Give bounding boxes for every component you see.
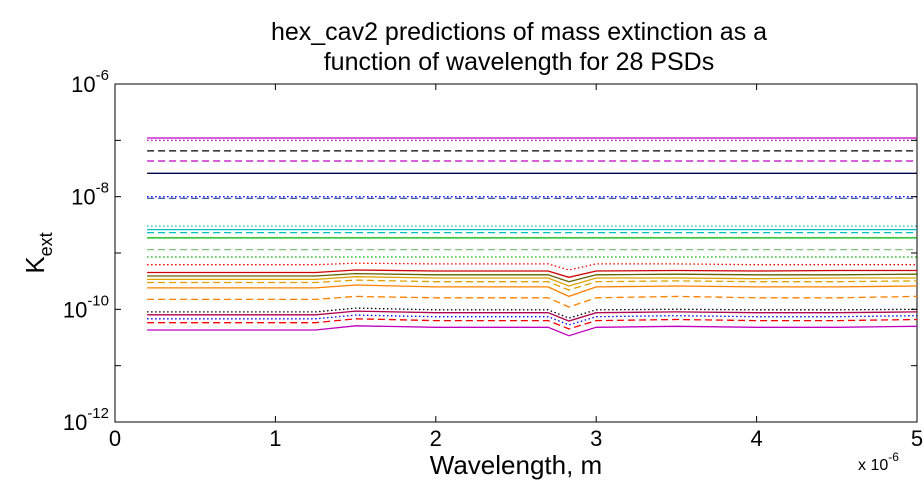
series-line-23: [147, 314, 918, 326]
series-line-15: [147, 269, 917, 278]
x-tick-label-4: 4: [750, 426, 762, 451]
chart-title-line-2: function of wavelength for 28 PSDs: [324, 48, 715, 76]
y-axis-label-main: K: [20, 256, 50, 274]
x-ticks: 0 1 2 3 4 5: [109, 84, 923, 451]
plot-frame: [114, 83, 918, 423]
series-line-19: [147, 284, 918, 298]
y-axis-label: Kext: [20, 232, 56, 273]
x-multiplier-exponent: -6: [888, 450, 899, 464]
series-line-25: [147, 325, 918, 337]
x-tick-label-1: 1: [269, 426, 281, 451]
y-ticks: 10-12 10-10 10-8 10-6: [63, 67, 917, 435]
x-tick-label-3: 3: [590, 426, 602, 451]
series-line-14: [147, 262, 917, 271]
series-line-21: [147, 307, 918, 319]
x-tick-label-5: 5: [911, 426, 923, 451]
chart-title-line-1: hex_cav2 predictions of mass extinction …: [271, 18, 767, 46]
y-axis-label-sub: ext: [36, 232, 56, 256]
plot-area: 0 1 2 3 4 5 10-12 10-10 10-8 10-6: [63, 67, 923, 451]
series-line-16: [147, 272, 918, 283]
series-line-24: [147, 318, 918, 330]
x-multiplier-prefix: x 10: [858, 457, 888, 474]
series-line-22: [147, 310, 918, 322]
series-line-17: [147, 276, 917, 287]
y-tick-label-0: 10-12: [63, 405, 109, 435]
x-axis-label: Wavelength, m: [430, 450, 602, 480]
x-tick-label-0: 0: [109, 426, 121, 451]
y-tick-label-2: 10-8: [71, 180, 109, 210]
series-group: [147, 137, 918, 337]
x-axis-multiplier: x 10-6: [858, 450, 899, 474]
x-tick-label-2: 2: [430, 426, 442, 451]
series-line-20: [147, 295, 918, 308]
series-line-18: [147, 279, 918, 291]
y-tick-label-3: 10-6: [71, 67, 109, 97]
y-tick-label-1: 10-10: [63, 292, 109, 322]
